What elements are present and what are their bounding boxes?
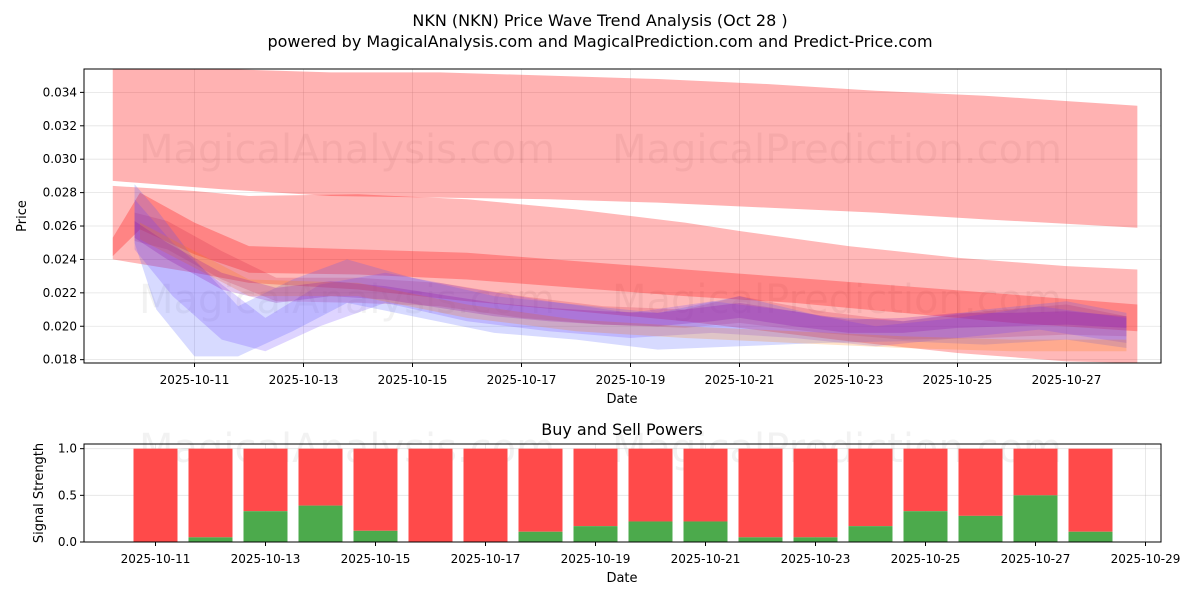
- buy-bar: [628, 521, 673, 542]
- chart-title: NKN (NKN) Price Wave Trend Analysis (Oct…: [412, 11, 787, 30]
- sell-bar: [133, 448, 178, 542]
- sell-bar: [573, 448, 618, 527]
- buy-bar: [848, 526, 893, 542]
- signal-x-axis: 2025-10-11 2025-10-13 2025-10-15 2025-10-17…: [121, 542, 1181, 566]
- price-watermark-right: MagicalPrediction.com: [612, 127, 1062, 173]
- signal-x-tick-label: 2025-10-13: [231, 552, 301, 566]
- price-plot-frame: [83, 68, 1162, 364]
- buy-bar: [1068, 531, 1113, 542]
- signal-x-tick-label: 2025-10-29: [1111, 552, 1181, 566]
- sell-bar: [1068, 448, 1113, 532]
- price-y-tick-label: 0.024: [43, 252, 77, 266]
- price-x-label: Date: [606, 392, 637, 407]
- buy-bar: [353, 530, 398, 542]
- price-panel: MagicalAnalysis.com MagicalPrediction.co…: [15, 68, 1162, 407]
- price-y-axis: 0.018 0.020 0.022 0.024 0.026 0.028 0.030 0.032…: [43, 85, 84, 367]
- price-y-tick-label: 0.032: [43, 119, 77, 133]
- price-grid: [84, 69, 1161, 363]
- buy-bar: [573, 526, 618, 542]
- price-x-tick-label: 2025-10-23: [814, 373, 884, 387]
- price-x-tick-label: 2025-10-11: [160, 373, 230, 387]
- buy-bar: [958, 515, 1003, 542]
- signal-x-tick-label: 2025-10-15: [341, 552, 411, 566]
- signal-y-label: Signal Strength: [32, 443, 47, 543]
- signal-x-tick-label: 2025-10-25: [891, 552, 961, 566]
- buy-bar: [298, 505, 343, 542]
- sell-bar: [353, 448, 398, 531]
- price-y-tick-label: 0.030: [43, 152, 77, 166]
- price-band-2: [112, 185, 1138, 363]
- price-watermark-left-2: MagicalAnalysis.com: [139, 277, 555, 323]
- buy-bar: [738, 537, 783, 542]
- buy-bar: [1013, 495, 1058, 542]
- signal-x-tick-label: 2025-10-27: [1001, 552, 1071, 566]
- sell-bar: [463, 448, 508, 542]
- chart-subtitle: powered by MagicalAnalysis.com and Magic…: [267, 32, 932, 51]
- sell-bar: [903, 448, 948, 512]
- buy-bar: [793, 537, 838, 542]
- price-band-1: [112, 69, 1138, 228]
- sell-bar: [793, 448, 838, 538]
- price-band-6: [134, 199, 1127, 352]
- sell-bar: [958, 448, 1003, 516]
- sell-bar: [848, 448, 893, 527]
- signal-bars: [133, 448, 1113, 542]
- signal-y-tick-label: 0.0: [58, 535, 77, 549]
- signal-title: Buy and Sell Powers: [541, 420, 703, 439]
- price-band-4: [134, 212, 1127, 340]
- buy-bar: [683, 521, 728, 542]
- price-band-3: [112, 192, 1138, 332]
- price-y-tick-label: 0.018: [43, 353, 77, 367]
- buy-bar: [243, 511, 288, 542]
- price-band-8: [134, 221, 1127, 333]
- price-x-tick-label: 2025-10-13: [269, 373, 339, 387]
- signal-x-tick-label: 2025-10-17: [451, 552, 521, 566]
- signal-plot-frame: [83, 443, 1162, 543]
- signal-y-axis: 0.0 0.5 1.0: [58, 442, 84, 549]
- sell-bar: [243, 448, 288, 512]
- sell-bar: [738, 448, 783, 538]
- price-x-tick-label: 2025-10-27: [1032, 373, 1102, 387]
- price-y-tick-label: 0.026: [43, 219, 77, 233]
- signal-x-tick-label: 2025-10-19: [561, 552, 631, 566]
- sell-bar: [1013, 448, 1058, 496]
- signal-y-tick-label: 1.0: [58, 442, 77, 456]
- price-watermark-right-2: MagicalPrediction.com: [612, 277, 1062, 323]
- price-y-tick-label: 0.034: [43, 85, 77, 99]
- price-watermark-left: MagicalAnalysis.com: [139, 127, 555, 173]
- signal-x-label: Date: [606, 571, 637, 586]
- sell-bar: [518, 448, 563, 532]
- sell-bar: [408, 448, 453, 542]
- price-x-tick-label: 2025-10-19: [596, 373, 666, 387]
- buy-bar: [188, 537, 233, 542]
- price-x-tick-label: 2025-10-25: [923, 373, 993, 387]
- signal-x-tick-label: 2025-10-23: [781, 552, 851, 566]
- price-x-tick-label: 2025-10-17: [487, 373, 557, 387]
- signal-x-tick-label: 2025-10-21: [671, 552, 741, 566]
- price-y-tick-label: 0.028: [43, 186, 77, 200]
- price-band-7: [140, 222, 1127, 352]
- sell-bar: [298, 448, 343, 506]
- signal-x-tick-label: 2025-10-11: [121, 552, 191, 566]
- price-bands: [112, 69, 1138, 363]
- price-x-tick-label: 2025-10-15: [378, 373, 448, 387]
- price-y-tick-label: 0.022: [43, 286, 77, 300]
- signal-panel: Buy and Sell Powers MagicalAnalysis.com …: [32, 420, 1180, 586]
- sell-bar: [188, 448, 233, 538]
- signal-y-tick-label: 0.5: [58, 488, 77, 502]
- price-band-5: [134, 184, 1127, 357]
- sell-bar: [683, 448, 728, 522]
- price-x-tick-label: 2025-10-21: [705, 373, 775, 387]
- sell-bar: [628, 448, 673, 522]
- price-x-axis: 2025-10-11 2025-10-13 2025-10-15 2025-10-17…: [160, 363, 1102, 387]
- price-y-label: Price: [15, 200, 30, 232]
- buy-bar: [518, 531, 563, 542]
- buy-bar: [903, 511, 948, 542]
- price-y-tick-label: 0.020: [43, 319, 77, 333]
